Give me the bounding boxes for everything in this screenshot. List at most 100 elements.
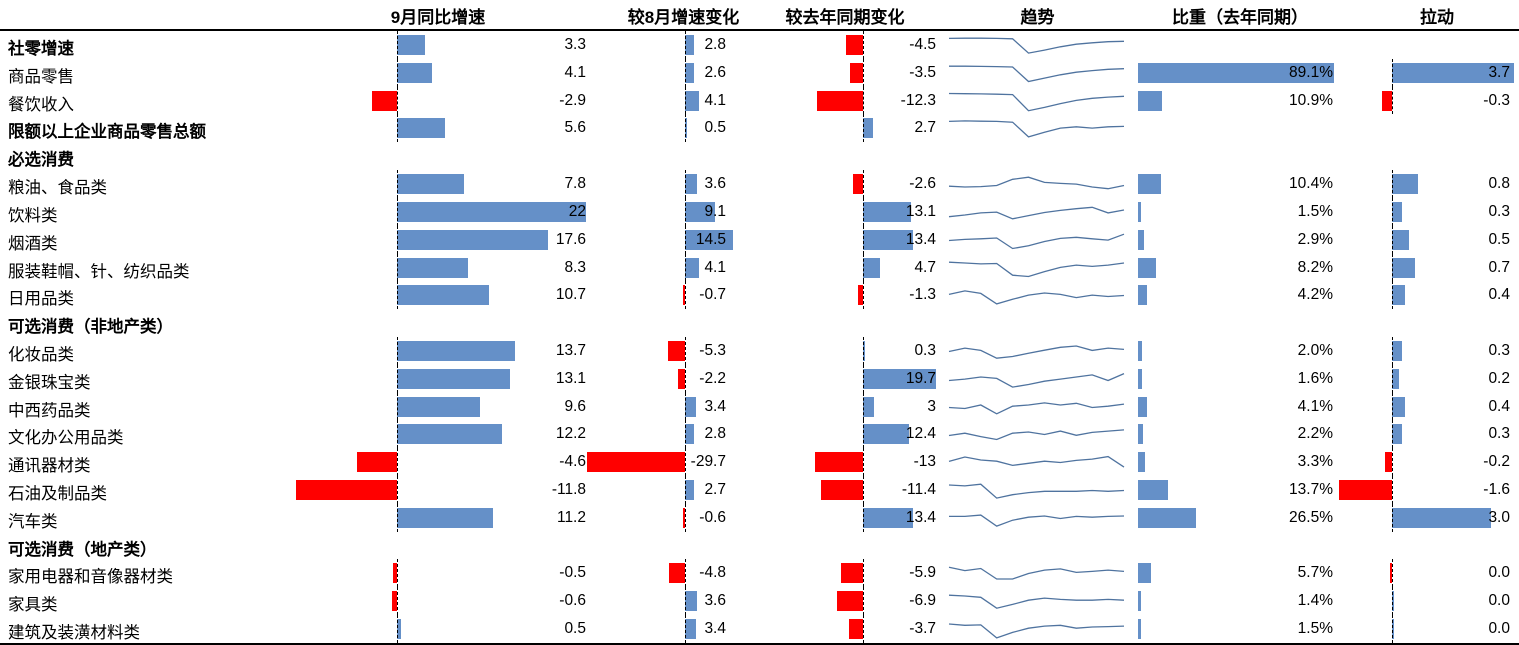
yoy-growth-bar <box>397 368 510 389</box>
yoy-change-bar <box>841 563 863 584</box>
weight-value: 1.5% <box>1297 620 1333 638</box>
table-row: 汽车类 11.2 -0.6 13.4 26.5% 3.0 <box>0 503 1519 532</box>
mom-change-bar <box>685 480 694 500</box>
axis-line <box>1392 503 1393 532</box>
yoy-growth-value: 7.8 <box>564 175 586 193</box>
mom-change-bar <box>685 62 694 83</box>
mom-change-bar <box>685 201 716 222</box>
table-row: 化妆品类 13.7 -5.3 0.3 2.0% 0.3 <box>0 336 1519 365</box>
mom-change-value: -2.2 <box>699 369 726 387</box>
table-row: 石油及制品类 -11.8 2.7 -11.4 13.7% -1.6 <box>0 476 1519 504</box>
yoy-change-bar <box>863 507 913 528</box>
yoy-growth-bar <box>397 229 549 250</box>
trend-sparkline <box>948 429 1125 441</box>
weight-value: 1.5% <box>1297 202 1333 220</box>
axis-line <box>1392 615 1393 643</box>
contribution-bar <box>1385 452 1392 473</box>
trend-sparkline <box>948 345 1125 359</box>
yoy-growth-value: 5.6 <box>564 119 586 137</box>
col-header-contribution: 拉动 <box>1420 8 1454 27</box>
yoy-growth-bar <box>392 563 397 584</box>
yoy-change-value: 3 <box>927 397 936 415</box>
yoy-change-value: -6.9 <box>909 592 936 610</box>
axis-line <box>685 448 686 476</box>
mom-change-value: -0.7 <box>699 286 726 304</box>
row-label: 金银珠宝类 <box>8 373 91 392</box>
weight-bar <box>1138 591 1142 612</box>
col-header-yoy-change: 较去年同期变化 <box>785 8 905 27</box>
mom-change-value: -0.6 <box>699 508 726 526</box>
yoy-change-value: -12.3 <box>900 91 936 109</box>
axis-line <box>1392 336 1393 365</box>
table-row: 日用品类 10.7 -0.7 -1.3 4.2% 0.4 <box>0 281 1519 310</box>
axis-line <box>1392 281 1393 310</box>
trend-sparkline <box>948 567 1125 581</box>
axis-line <box>685 31 686 59</box>
axis-line <box>397 476 398 504</box>
yoy-change-bar <box>858 285 863 306</box>
trend-sparkline <box>948 176 1125 190</box>
yoy-change-value: -4.5 <box>909 36 936 53</box>
yoy-change-value: -13 <box>913 453 936 471</box>
yoy-change-value: 13.1 <box>905 202 936 220</box>
row-label: 饮料类 <box>8 206 58 225</box>
yoy-growth-bar <box>357 452 397 473</box>
contribution-value: 0.0 <box>1488 592 1510 610</box>
contribution-value: 0.4 <box>1488 286 1510 304</box>
weight-bar <box>1138 90 1162 111</box>
axis-line <box>685 336 686 365</box>
weight-value: 1.6% <box>1297 369 1333 387</box>
yoy-change-bar <box>863 201 912 222</box>
axis-line <box>397 31 398 59</box>
yoy-growth-value: 13.7 <box>555 341 586 359</box>
mom-change-value: 14.5 <box>695 230 726 248</box>
yoy-change-bar <box>863 396 875 417</box>
row-label: 建筑及装潢材料类 <box>8 624 140 643</box>
yoy-growth-value: -0.6 <box>559 592 586 610</box>
axis-line <box>1392 448 1393 476</box>
row-label: 日用品类 <box>8 290 74 309</box>
yoy-growth-value: 13.1 <box>555 369 586 387</box>
contribution-value: 0.3 <box>1488 202 1510 220</box>
axis-line <box>397 86 398 115</box>
mom-change-value: 3.4 <box>704 397 726 415</box>
axis-line <box>863 114 864 143</box>
row-label: 社零增速 <box>8 40 74 58</box>
contribution-value: 3.0 <box>1488 508 1510 526</box>
yoy-change-bar <box>863 118 873 139</box>
yoy-growth-bar <box>391 591 397 612</box>
axis-line <box>863 503 864 532</box>
mom-change-bar <box>685 174 697 195</box>
axis-line <box>685 476 686 504</box>
section-label: 可选消费（地产类） <box>8 540 157 559</box>
yoy-change-bar <box>850 62 863 83</box>
col-header-weight: 比重（去年同期） <box>1172 8 1308 27</box>
mom-change-value: 2.6 <box>704 63 726 81</box>
axis-line <box>1392 86 1393 115</box>
mom-change-value: 9.1 <box>704 202 726 220</box>
axis-line <box>397 559 398 588</box>
table-row: 建筑及装潢材料类 0.5 3.4 -3.7 1.5% 0.0 <box>0 615 1519 643</box>
mom-change-bar <box>683 507 685 528</box>
axis-line <box>685 559 686 588</box>
axis-line <box>863 615 864 643</box>
col-header-yoy-growth: 9月同比增速 <box>390 8 486 27</box>
axis-line <box>685 86 686 115</box>
axis-line <box>863 225 864 254</box>
yoy-growth-value: 4.1 <box>564 63 586 81</box>
weight-bar <box>1138 619 1142 640</box>
weight-bar <box>1138 174 1161 195</box>
row-label: 石油及制品类 <box>8 485 107 503</box>
table-row: 金银珠宝类 13.1 -2.2 19.7 1.6% 0.2 <box>0 364 1519 393</box>
axis-line <box>685 392 686 421</box>
axis-line <box>685 58 686 87</box>
yoy-change-value: 2.7 <box>914 119 936 137</box>
weight-value: 2.9% <box>1297 230 1333 248</box>
axis-line <box>685 281 686 310</box>
yoy-change-bar <box>853 174 863 195</box>
mom-change-value: 2.7 <box>704 481 726 498</box>
contribution-bar <box>1382 90 1392 111</box>
axis-line <box>863 197 864 226</box>
axis-line <box>397 392 398 421</box>
contribution-value: 0.3 <box>1488 341 1510 359</box>
